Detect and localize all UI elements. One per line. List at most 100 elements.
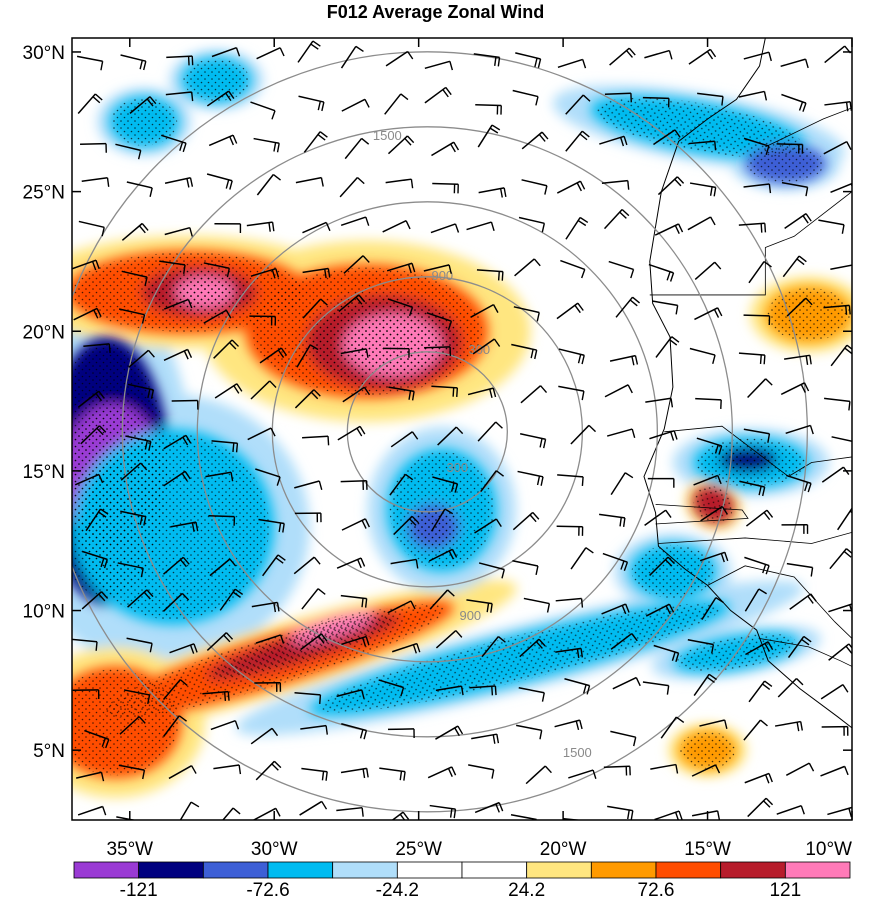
wind-barb-267	[745, 641, 774, 656]
wind-barb-261	[481, 635, 506, 658]
wind-barb-223	[390, 558, 419, 569]
wind-barb-70	[781, 181, 809, 197]
axis-ticks: 30°N 25°N 20°N 15°N 10°N 5°N 35°W 30°W 25°W 20°W 1…	[23, 38, 853, 860]
wind-barb-265	[653, 644, 680, 663]
country-border-4	[707, 565, 852, 639]
wind-barb-212	[700, 505, 728, 522]
wind-barb-16	[780, 58, 809, 69]
wind-barb-100	[514, 258, 541, 277]
wind-barb-161	[824, 397, 851, 411]
wind-barb-105	[748, 261, 772, 284]
wind-barb-302	[699, 719, 728, 730]
wind-barb-240	[340, 594, 368, 608]
wind-barb-262	[519, 638, 546, 658]
wind-barb-224	[428, 548, 458, 562]
wind-barb-128	[163, 348, 193, 361]
wind-barb-321	[744, 772, 773, 784]
wind-barb-308	[168, 765, 197, 780]
wind-barb-251	[828, 603, 852, 614]
range-ring-3	[121, 126, 733, 738]
wind-barb-133	[383, 347, 410, 358]
wind-barb-276	[336, 689, 365, 699]
wind-barb-34	[781, 93, 807, 112]
wind-barb-259	[391, 642, 421, 654]
significance-stipple-5	[346, 316, 440, 375]
wind-barb-254	[169, 643, 198, 654]
wind-barb-326	[179, 801, 200, 820]
wind-barb-298	[516, 724, 543, 740]
wind-barb-52	[776, 143, 804, 154]
wind-barb-193	[647, 477, 675, 488]
wind-barb-1	[120, 54, 147, 71]
wind-barb-23	[298, 95, 325, 112]
wind-barb-332	[429, 804, 457, 819]
wind-barb-319	[650, 763, 679, 774]
wind-barb-163	[125, 435, 152, 451]
wind-barb-317	[568, 769, 597, 779]
significance-stipple-19	[720, 447, 776, 472]
wind-barb-126	[83, 343, 111, 353]
colorbar-label-1: -72.6	[246, 880, 289, 900]
wind-barb-147	[214, 383, 243, 399]
wind-barb-138	[609, 354, 639, 366]
wind-barb-113	[302, 298, 328, 319]
wind-barb-316	[525, 765, 552, 785]
wind-barb-80	[430, 223, 460, 234]
wind-barb-106	[782, 255, 807, 278]
wind-barb-268	[787, 635, 812, 658]
colorbar-swatch-9	[655, 861, 722, 879]
wind-barb-245	[555, 597, 584, 608]
wind-barb-330	[336, 806, 364, 817]
wind-barb-59	[295, 176, 324, 187]
wind-barb-221	[293, 556, 321, 575]
significance-stipple-25	[111, 97, 178, 146]
lat-tick-label-0: 30°N	[23, 43, 65, 64]
wind-barb-272	[162, 679, 188, 700]
lon-tick-label-4: 15°W	[684, 839, 731, 860]
wind-barb-111	[203, 309, 232, 324]
wind-barb-98	[423, 264, 452, 274]
wind-barb-322	[785, 762, 815, 776]
colorbar-swatch-7	[526, 861, 592, 879]
wind-barb-143	[830, 344, 852, 367]
significance-stipple-12	[72, 669, 179, 776]
wind-barb-285	[748, 680, 773, 703]
colorbar-swatch-4	[332, 861, 398, 879]
wind-barb-305	[821, 725, 849, 736]
wind-barb-32	[697, 92, 724, 106]
wind-barb-9	[473, 53, 501, 67]
wind-barb-104	[694, 261, 722, 280]
wind-barb-114	[338, 294, 366, 313]
wind-barb-22	[250, 101, 276, 120]
significance-stipple-17	[747, 145, 824, 183]
wind-barb-41	[303, 131, 328, 153]
wind-barb-140	[689, 347, 716, 365]
wind-barb-264	[610, 632, 638, 650]
wind-barb-244	[523, 597, 551, 613]
wind-barb-83	[565, 216, 589, 240]
wind-barb-313	[379, 767, 406, 781]
wind-barb-102	[608, 260, 635, 279]
colorbar-label-4: 72.6	[638, 880, 675, 900]
wind-barb-252	[72, 638, 98, 651]
wind-barb-55	[126, 181, 153, 197]
wind-barb-273	[202, 690, 230, 701]
wind-barb-21	[206, 90, 235, 107]
colorbar-swatch-0	[73, 861, 140, 879]
wind-barb-299	[554, 719, 583, 731]
wind-barb-5	[297, 40, 321, 63]
significance-stipple-21	[767, 287, 850, 342]
wind-barb-186	[340, 479, 368, 490]
colorbar-swatch-2	[202, 861, 269, 879]
wind-barb-88	[784, 213, 812, 229]
wind-barb-96	[343, 255, 370, 274]
significance-stipple-23	[631, 544, 715, 598]
wind-barb-310	[255, 760, 282, 781]
wind-barb-216	[82, 550, 108, 569]
wind-barb-196	[786, 474, 812, 493]
wind-barb-328	[252, 807, 281, 820]
wind-barb-185	[294, 480, 323, 490]
significance-stipple-11	[292, 612, 372, 643]
wind-barb-271	[123, 689, 151, 705]
wind-barb-167	[302, 435, 330, 446]
